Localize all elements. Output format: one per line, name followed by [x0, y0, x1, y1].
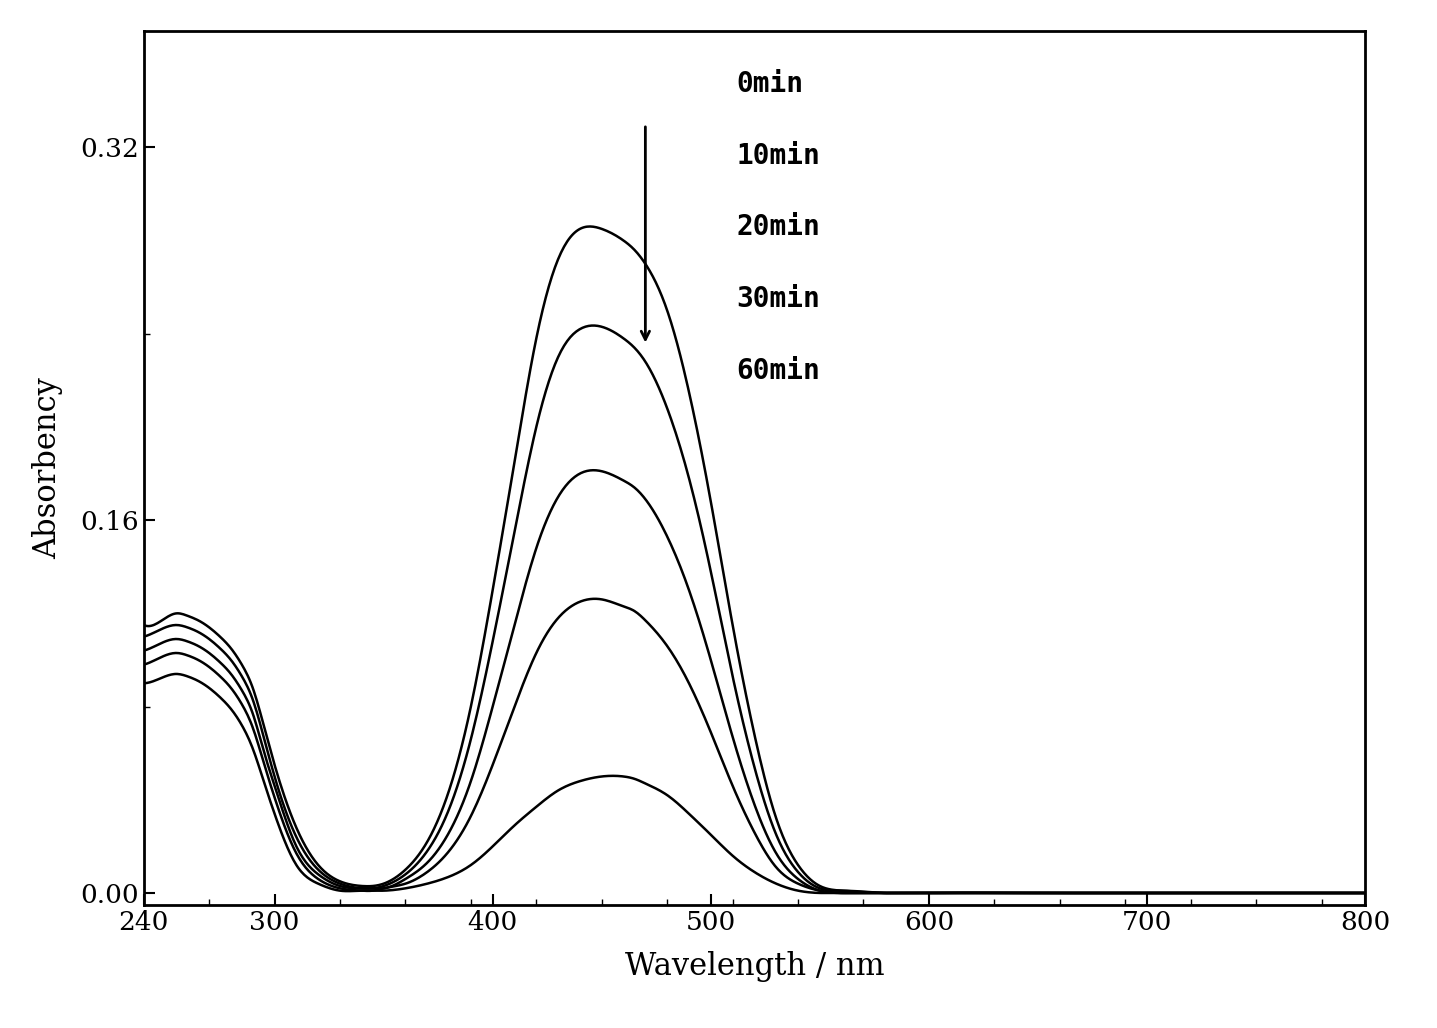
Text: 20min: 20min	[736, 214, 821, 242]
Text: 60min: 60min	[736, 357, 821, 384]
Y-axis label: Absorbency: Absorbency	[32, 377, 63, 558]
Text: 10min: 10min	[736, 142, 821, 170]
Text: 30min: 30min	[736, 285, 821, 314]
X-axis label: Wavelength / nm: Wavelength / nm	[625, 951, 884, 982]
Text: 0min: 0min	[736, 70, 803, 98]
